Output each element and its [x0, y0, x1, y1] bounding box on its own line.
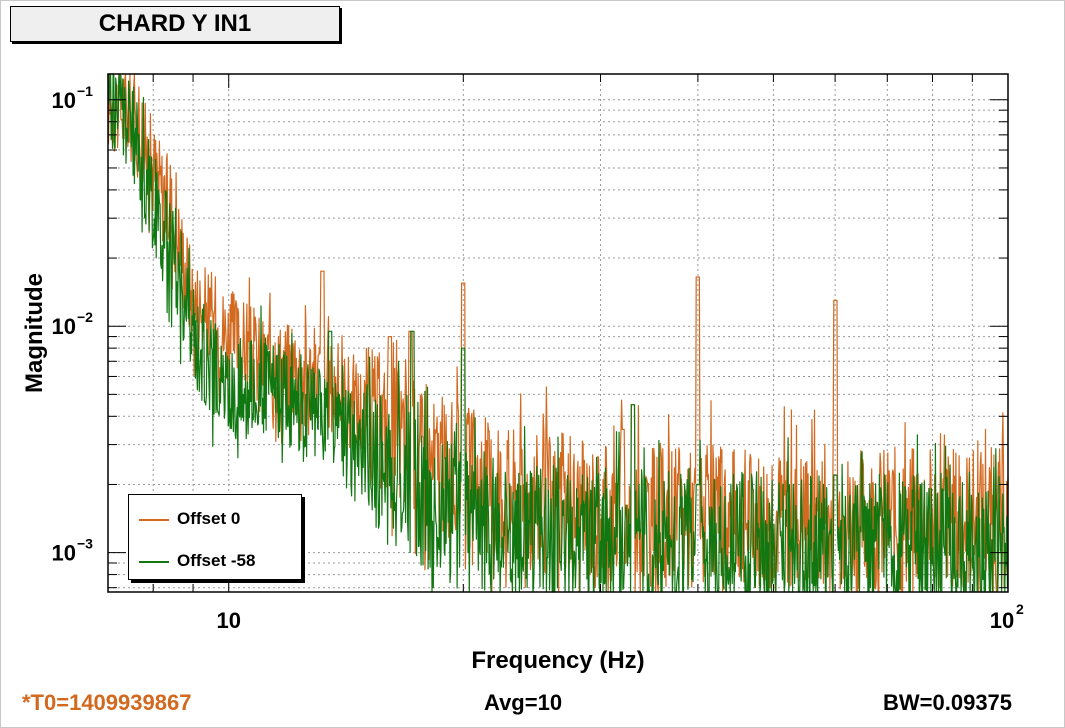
y-tick-label: 10 −2 — [52, 309, 94, 339]
y-tick-label-base: 10 — [52, 88, 76, 113]
series-line-offset-58 — [107, 73, 1009, 593]
footer-bw: BW=0.09375 — [883, 690, 1013, 715]
legend-label-offset-0: Offset 0 — [177, 509, 241, 528]
footer-avg: Avg=10 — [484, 690, 563, 715]
y-tick-label-base: 10 — [52, 314, 76, 339]
y-tick-label: 10 −1 — [52, 83, 94, 113]
x-tick-label-base: 10 — [990, 608, 1014, 633]
axis-ticks: 10 10 210 −110 −210 −3 — [52, 74, 1024, 633]
legend-swatch-offset-58 — [139, 560, 169, 563]
y-tick-label-exp: −3 — [77, 536, 93, 552]
legend-label-offset-58: Offset -58 — [177, 551, 256, 570]
footer-t0: *T0=1409939867 — [22, 690, 192, 715]
y-axis-title: Magnitude — [21, 273, 48, 393]
x-axis-title: Frequency (Hz) — [471, 647, 644, 674]
x-tick-label-exp: 2 — [1016, 601, 1024, 617]
y-tick-label-exp: −2 — [77, 309, 93, 325]
plot-frame — [107, 73, 1009, 593]
y-tick-label-exp: −1 — [77, 83, 93, 99]
legend-item-offset-0: Offset 0 — [139, 507, 240, 531]
plot-title: CHARD Y IN1 — [10, 6, 340, 42]
series-layer — [107, 73, 1009, 593]
y-tick-label: 10 −3 — [52, 536, 94, 566]
legend-item-offset-58: Offset -58 — [139, 549, 255, 573]
x-tick-label-base: 10 — [216, 608, 240, 633]
y-tick-label-base: 10 — [52, 541, 76, 566]
x-tick-label: 10 — [216, 608, 240, 633]
legend-swatch-offset-0 — [139, 518, 169, 521]
x-tick-label: 10 2 — [990, 601, 1024, 633]
legend: Offset 0 Offset -58 — [128, 494, 302, 580]
